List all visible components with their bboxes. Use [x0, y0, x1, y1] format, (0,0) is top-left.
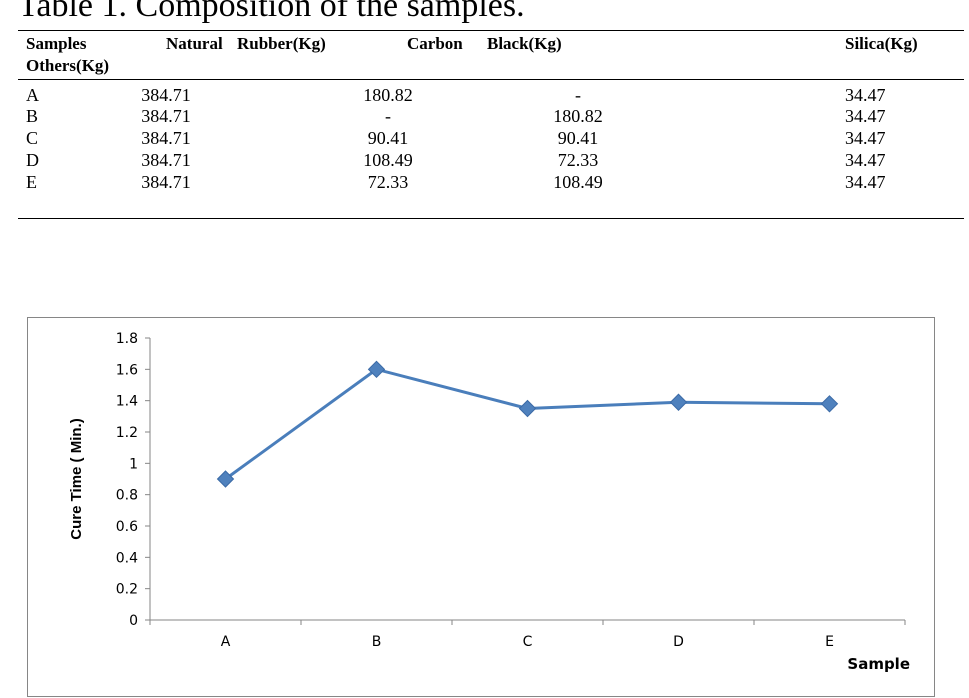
table-cell-carbon-black: 108.49 — [363, 150, 413, 170]
table-cell-natural-rubber: 384.71 — [141, 150, 191, 170]
header-samples: Samples — [26, 34, 87, 53]
y-axis-title: Cure Time ( Min.) — [68, 418, 85, 539]
table-cell-others: 34.47 — [845, 150, 886, 170]
header-silica: Silica(Kg) — [845, 34, 918, 53]
table-header-rule — [18, 79, 964, 80]
y-tick-label: 1.2 — [116, 425, 138, 441]
cure-time-chart: 0 0.2 0.4 0.6 0.8 1 1.2 1.4 1.6 1.8 A B C D E Sample Cur… — [68, 331, 910, 673]
table-cell-natural-rubber: 384.71 — [141, 85, 191, 105]
y-tick-label: 0 — [129, 613, 138, 629]
table-cell-sample: D — [26, 150, 39, 170]
table-cell-silica: - — [575, 85, 581, 105]
x-axis-title: Sample — [847, 655, 910, 673]
table-cell-natural-rubber: 384.71 — [141, 106, 191, 126]
data-point-c — [518, 399, 537, 418]
header-others: Others(Kg) — [26, 56, 110, 75]
x-tick-label: B — [372, 634, 382, 650]
header-rubber: Rubber(Kg) — [237, 34, 326, 53]
table-cell-others: 34.47 — [845, 106, 886, 126]
y-tick-label: 1 — [129, 456, 138, 472]
table-cell-others: 34.47 — [845, 85, 886, 105]
table-bottom-rule — [18, 218, 964, 219]
data-point-e — [820, 395, 839, 413]
x-tick-label: E — [825, 634, 834, 650]
table-title: Table 1. Composition of the samples. — [18, 0, 525, 24]
table-cell-sample: B — [26, 106, 39, 126]
table-cell-others: 34.47 — [845, 172, 886, 192]
header-carbon: Carbon — [407, 34, 463, 53]
y-tick-label: 1.8 — [116, 331, 138, 347]
y-tick-label: 0.2 — [116, 582, 138, 598]
header-black: Black(Kg) — [487, 34, 562, 53]
chart-frame: 0 0.2 0.4 0.6 0.8 1 1.2 1.4 1.6 1.8 A B C D E Sample Cur… — [27, 317, 935, 697]
table-cell-carbon-black: 72.33 — [367, 172, 409, 192]
table-top-rule — [18, 30, 964, 31]
data-point-a — [216, 470, 235, 488]
series-line-0 — [224, 367, 830, 481]
x-tick-label: A — [221, 634, 231, 650]
y-tick-label: 1.4 — [116, 394, 138, 410]
y-tick-label: 0.4 — [116, 550, 138, 566]
table-cell-silica: 108.49 — [553, 172, 603, 192]
table-cell-natural-rubber: 384.71 — [141, 172, 191, 192]
x-tick-label: D — [673, 634, 684, 650]
table-cell-silica: 72.33 — [557, 150, 599, 170]
table-cell-silica: 180.82 — [553, 106, 603, 126]
table-cell-natural-rubber: 384.71 — [141, 128, 191, 148]
header-natural: Natural — [166, 34, 223, 53]
table-cell-sample: E — [26, 172, 37, 192]
table-cell-carbon-black: 180.82 — [363, 85, 413, 105]
table-cell-others: 34.47 — [845, 128, 886, 148]
table-cell-carbon-black: - — [385, 106, 391, 126]
table-cell-sample: A — [26, 85, 39, 105]
y-tick-label: 1.6 — [116, 362, 138, 378]
y-tick-label: 0.8 — [116, 488, 138, 504]
data-point-d — [669, 393, 688, 411]
table-cell-silica: 90.41 — [557, 128, 599, 148]
table-cell-sample: C — [26, 128, 39, 148]
data-point-b — [367, 360, 386, 379]
y-tick-label: 0.6 — [116, 519, 138, 535]
table-cell-carbon-black: 90.41 — [367, 128, 409, 148]
x-tick-label: C — [523, 634, 533, 650]
